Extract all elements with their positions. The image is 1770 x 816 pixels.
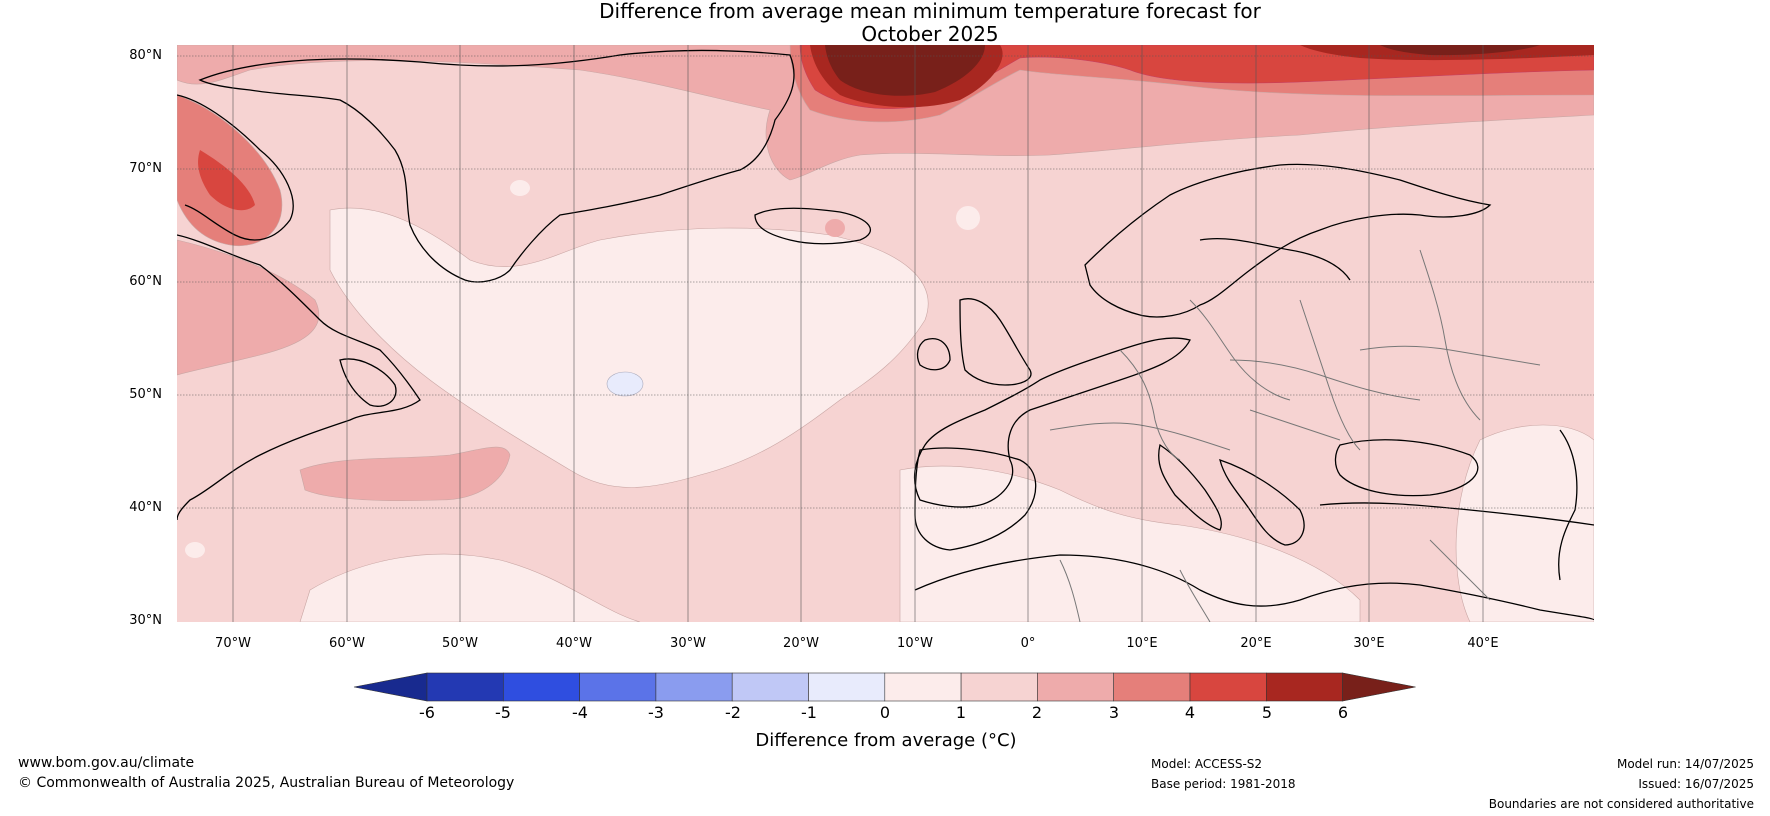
colorbar-tick-label: -6 (419, 703, 435, 722)
colorbar-tick-label: 2 (1031, 703, 1043, 722)
lat-label: 60°N (129, 274, 162, 289)
anomaly-spot-iceland (825, 219, 845, 237)
colorbar-tick-label: -4 (572, 703, 588, 722)
copyright-text: © Commonwealth of Australia 2025, Austra… (18, 775, 515, 791)
lon-label: 30°W (670, 636, 706, 651)
colorbar-bin (426, 672, 504, 702)
colorbar-tick-label: -1 (801, 703, 817, 722)
issued-text: Issued: 16/07/2025 (1638, 777, 1754, 791)
model-text: Model: ACCESS-S2 (1151, 757, 1263, 771)
colorbar (353, 672, 1416, 702)
lon-label: 40°W (556, 636, 592, 651)
lon-label: 50°W (442, 636, 478, 651)
colorbar-bin (960, 672, 1038, 702)
colorbar-tick-label: 5 (1261, 703, 1273, 722)
anomaly-spot-pale (956, 206, 980, 230)
lon-label: 10°E (1126, 636, 1158, 651)
anomaly-zone-pale-southwest (299, 553, 641, 622)
anomaly-zone-extreme (825, 45, 985, 96)
base-period-text: Base period: 1981-2018 (1151, 777, 1296, 791)
lon-label: 20°W (783, 636, 819, 651)
lon-label: 0° (1020, 636, 1036, 651)
anomaly-zone-baffin (177, 94, 283, 247)
colorbar-bin (1266, 672, 1343, 702)
anomaly-zone-extreme (1380, 45, 1540, 56)
colorbar-extend-low (353, 672, 428, 702)
lon-label: 30°E (1353, 636, 1385, 651)
colorbar-bin (1113, 672, 1191, 702)
anomaly-zone-newfoundland (299, 446, 511, 501)
latitude-gridlines (177, 55, 1594, 509)
anomaly-zone-pale-atlantic (329, 207, 929, 488)
colorbar-bin (884, 672, 962, 702)
colorbar-bin (808, 672, 886, 702)
colorbar-bin (579, 672, 657, 702)
anomaly-spot-cool (606, 371, 644, 397)
lon-label: 70°W (215, 636, 251, 651)
title-line-1: Difference from average mean minimum tem… (599, 0, 1261, 23)
colorbar-tick-label: 0 (879, 703, 891, 722)
colorbar-tick-label: 3 (1108, 703, 1120, 722)
lat-label: 80°N (129, 48, 162, 63)
lon-label: 40°E (1467, 636, 1499, 651)
colorbar-extend-high (1342, 672, 1416, 702)
colorbar-tick-label: -5 (495, 703, 511, 722)
country-borders (1049, 249, 1541, 622)
anomaly-spot-pale (185, 542, 205, 558)
lat-label: 40°N (129, 500, 162, 515)
colorbar-tick-label: 6 (1337, 703, 1349, 722)
anomaly-zone-pale-mediterranean (899, 465, 1361, 622)
colorbar-tick-label: 1 (955, 703, 967, 722)
title-line-2: October 2025 (861, 22, 999, 46)
colorbar-bin (502, 672, 580, 702)
colorbar-tick-label: -3 (648, 703, 664, 722)
longitude-gridlines (232, 45, 1484, 622)
colorbar-bin (731, 672, 809, 702)
colorbar-title: Difference from average (°C) (755, 730, 1017, 751)
lat-label: 30°N (129, 613, 162, 628)
coastlines (177, 49, 1594, 621)
lat-label: 70°N (129, 161, 162, 176)
colorbar-bin (1037, 672, 1115, 702)
model-run-text: Model run: 14/07/2025 (1616, 757, 1754, 771)
anomaly-zone-labrador (177, 239, 320, 376)
colorbar-tick-label: 4 (1184, 703, 1196, 722)
disclaimer-text: Boundaries are not considered authoritat… (1488, 797, 1754, 811)
anomaly-spot-warm (198, 150, 255, 211)
map-title: Difference from average mean minimum tem… (500, 0, 1360, 46)
anomaly-spot-pale (510, 180, 530, 196)
website-link[interactable]: www.bom.gov.au/climate (18, 755, 195, 771)
colorbar-tick-label: -2 (725, 703, 741, 722)
colorbar-bin (1189, 672, 1267, 702)
lon-label: 60°W (329, 636, 365, 651)
anomaly-zone-pale-east (1455, 424, 1594, 622)
lon-label: 20°E (1240, 636, 1272, 651)
lon-label: 10°W (897, 636, 933, 651)
lat-label: 50°N (129, 387, 162, 402)
map-area (177, 45, 1594, 622)
colorbar-bin (655, 672, 733, 702)
